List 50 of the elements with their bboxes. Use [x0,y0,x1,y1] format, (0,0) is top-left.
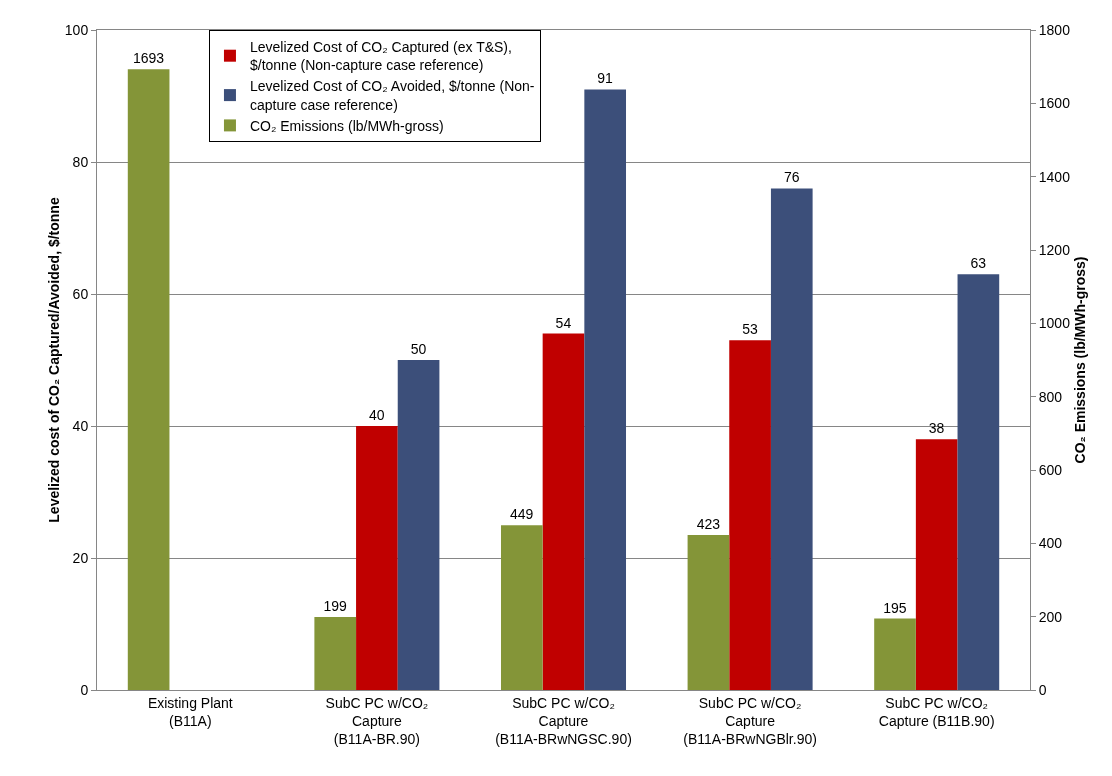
x-tick-label: SubC PC w/CO₂ Capture (B11A-BR.90) [325,694,429,748]
y2-tick-label: 1800 [1038,21,1071,38]
bar [874,618,916,690]
data-label: 53 [742,321,758,338]
y2-axis-title: CO₂ Emissions (lb/MWh-gross) [1072,256,1089,464]
data-label: 63 [970,255,987,272]
y-tick-label: 20 [72,549,89,566]
bar [397,360,440,690]
y2-tick-label: 600 [1038,461,1063,478]
x-tick-label: SubC PC w/CO₂ Capture (B11B.90) [878,694,995,729]
y2-tick-label: 1200 [1038,241,1071,258]
x-tick-label: Existing Plant (B11A) [147,694,233,729]
legend-label: CO₂ Emissions (lb/MWh-gross) [249,117,444,134]
y2-tick-label: 400 [1038,535,1063,552]
legend-label: Levelized Cost of CO₂ Avoided, $/tonne (Non- capture case reference) [249,78,535,113]
data-label: 50 [410,341,427,357]
y-axis-title: Levelized cost of CO₂ Captured/Avoided, $/tonne [46,197,62,523]
bar [915,439,958,690]
data-label: 423 [696,515,721,532]
x-tick-label: SubC PC w/CO₂ Capture (B11A-BRwNGSC.90) [495,694,632,748]
bar [314,617,357,690]
data-label: 449 [510,506,534,523]
bar [584,89,627,690]
bar [127,69,170,690]
y2-tick-label: 1600 [1038,95,1071,112]
bar [729,340,771,690]
legend-label: Levelized Cost of CO₂ Captured (ex T&S), $/tonne (Non-capture case reference) [249,39,512,74]
y-tick-label: 40 [72,417,89,434]
data-label: 40 [369,407,385,423]
y2-tick-label: 1400 [1038,168,1071,185]
y-tick-label: 100 [64,21,89,38]
bar [542,333,585,690]
y-tick-label: 60 [72,285,89,302]
x-tick-label: SubC PC w/CO₂ Capture (B11A-BRwNGBlr.90) [683,694,817,748]
bar [957,274,1000,690]
y2-tick-label: 800 [1038,388,1063,405]
bar [356,426,398,690]
y-tick-label: 80 [72,153,89,170]
data-label: 195 [883,599,907,616]
y-tick-label: 0 [80,681,89,698]
data-label: 76 [783,169,800,186]
data-label: 38 [928,420,945,437]
data-label: 1693 [132,50,165,67]
bar [770,188,813,690]
y2-tick-label: 0 [1038,681,1047,698]
data-label: 54 [555,314,572,331]
y2-tick-label: 1000 [1038,315,1071,332]
data-label: 91 [597,70,614,87]
y2-tick-label: 200 [1038,608,1063,625]
data-label: 199 [323,598,348,615]
